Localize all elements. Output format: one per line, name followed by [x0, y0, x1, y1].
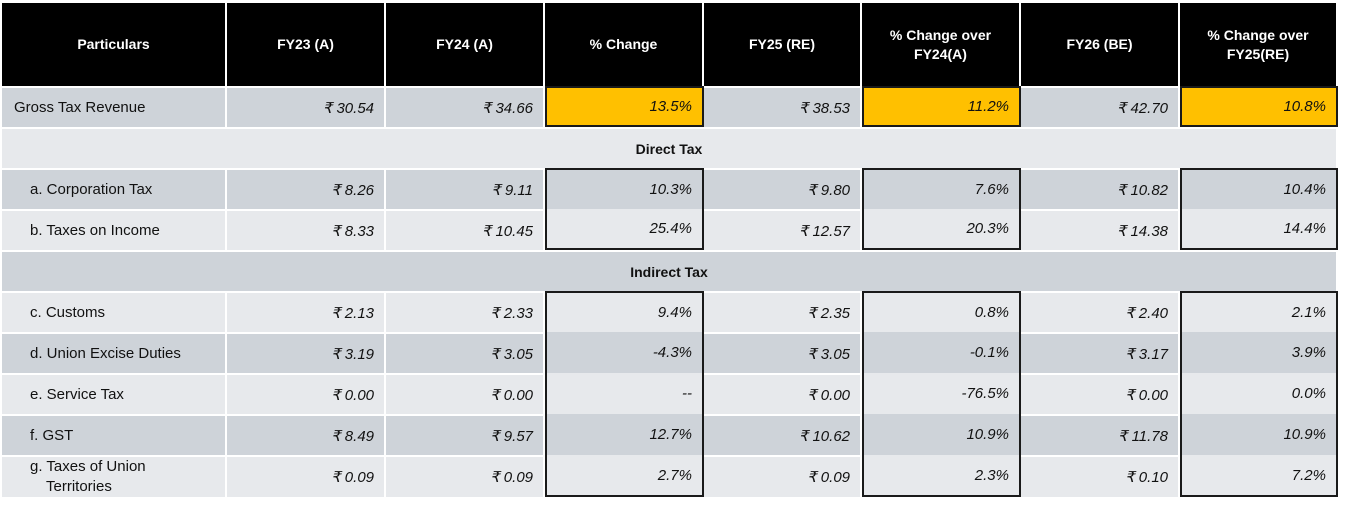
- cell-fy24: ₹ 9.57: [386, 414, 545, 455]
- cell-pct-change-fy24: -0.1%: [862, 332, 1021, 373]
- cell-fy26: ₹ 11.78: [1021, 414, 1180, 455]
- cell-pct-change-fy25: 2.1%: [1180, 291, 1338, 332]
- cell-pct-change-fy24: 0.8%: [862, 291, 1021, 332]
- header-pct-change-fy24: % Change over FY24(A): [862, 3, 1021, 86]
- cell-pct-change: 12.7%: [545, 414, 704, 455]
- row-label: f. GST: [2, 414, 227, 455]
- cell-fy26: ₹ 0.00: [1021, 373, 1180, 414]
- cell-pct-change: 9.4%: [545, 291, 704, 332]
- table-row: g. Taxes of Union Territories ₹ 0.09 ₹ 0…: [2, 455, 1338, 497]
- cell-pct-change-fy24: 20.3%: [862, 209, 1021, 250]
- cell-pct-change: 25.4%: [545, 209, 704, 250]
- cell-fy25: ₹ 38.53: [704, 86, 862, 127]
- table-row: e. Service Tax ₹ 0.00 ₹ 0.00 -- ₹ 0.00 -…: [2, 373, 1338, 414]
- cell-fy25: ₹ 0.09: [704, 455, 862, 497]
- header-fy26: FY26 (BE): [1021, 3, 1180, 86]
- cell-fy24: ₹ 2.33: [386, 291, 545, 332]
- header-row: Particulars FY23 (A) FY24 (A) % Change F…: [2, 3, 1338, 86]
- cell-pct-change-fy25: 0.0%: [1180, 373, 1338, 414]
- header-particulars: Particulars: [2, 3, 227, 86]
- tax-revenue-table: Particulars FY23 (A) FY24 (A) % Change F…: [2, 3, 1338, 497]
- cell-pct-change-fy25: 14.4%: [1180, 209, 1338, 250]
- section-title: Indirect Tax: [2, 250, 1338, 291]
- header-fy25: FY25 (RE): [704, 3, 862, 86]
- cell-fy23: ₹ 2.13: [227, 291, 386, 332]
- row-label: c. Customs: [2, 291, 227, 332]
- table-row-gross: Gross Tax Revenue ₹ 30.54 ₹ 34.66 13.5% …: [2, 86, 1338, 127]
- table-row: c. Customs ₹ 2.13 ₹ 2.33 9.4% ₹ 2.35 0.8…: [2, 291, 1338, 332]
- cell-pct-change-fy25: 7.2%: [1180, 455, 1338, 497]
- cell-pct-change-fy25: 10.4%: [1180, 168, 1338, 209]
- cell-fy25: ₹ 2.35: [704, 291, 862, 332]
- row-label: b. Taxes on Income: [2, 209, 227, 250]
- cell-fy24: ₹ 0.00: [386, 373, 545, 414]
- cell-fy23: ₹ 0.00: [227, 373, 386, 414]
- section-title: Direct Tax: [2, 127, 1338, 168]
- cell-pct-change: 2.7%: [545, 455, 704, 497]
- row-label: d. Union Excise Duties: [2, 332, 227, 373]
- cell-fy26: ₹ 0.10: [1021, 455, 1180, 497]
- cell-fy23: ₹ 8.26: [227, 168, 386, 209]
- cell-pct-change-fy25: 3.9%: [1180, 332, 1338, 373]
- cell-fy25: ₹ 12.57: [704, 209, 862, 250]
- cell-fy24: ₹ 10.45: [386, 209, 545, 250]
- cell-pct-change: 10.3%: [545, 168, 704, 209]
- row-label-line1: g. Taxes of Union: [30, 458, 146, 475]
- row-label: Gross Tax Revenue: [2, 86, 227, 127]
- cell-fy23: ₹ 8.49: [227, 414, 386, 455]
- section-row-indirect: Indirect Tax: [2, 250, 1338, 291]
- cell-fy26: ₹ 3.17: [1021, 332, 1180, 373]
- cell-fy23: ₹ 8.33: [227, 209, 386, 250]
- cell-fy25: ₹ 0.00: [704, 373, 862, 414]
- cell-pct-change-fy24: 10.9%: [862, 414, 1021, 455]
- cell-fy26: ₹ 42.70: [1021, 86, 1180, 127]
- cell-fy24: ₹ 3.05: [386, 332, 545, 373]
- cell-fy24: ₹ 34.66: [386, 86, 545, 127]
- cell-fy25: ₹ 3.05: [704, 332, 862, 373]
- header-pct-change: % Change: [545, 3, 704, 86]
- section-row-direct: Direct Tax: [2, 127, 1338, 168]
- cell-pct-change: 13.5%: [545, 86, 704, 127]
- cell-fy23: ₹ 0.09: [227, 455, 386, 497]
- cell-fy26: ₹ 2.40: [1021, 291, 1180, 332]
- table-row: a. Corporation Tax ₹ 8.26 ₹ 9.11 10.3% ₹…: [2, 168, 1338, 209]
- cell-fy25: ₹ 9.80: [704, 168, 862, 209]
- cell-pct-change: --: [545, 373, 704, 414]
- cell-pct-change-fy25: 10.8%: [1180, 86, 1338, 127]
- cell-fy25: ₹ 10.62: [704, 414, 862, 455]
- table-row: d. Union Excise Duties ₹ 3.19 ₹ 3.05 -4.…: [2, 332, 1338, 373]
- header-fy24: FY24 (A): [386, 3, 545, 86]
- row-label: g. Taxes of Union Territories: [2, 455, 227, 497]
- cell-fy24: ₹ 0.09: [386, 455, 545, 497]
- cell-pct-change-fy24: 2.3%: [862, 455, 1021, 497]
- table-row: f. GST ₹ 8.49 ₹ 9.57 12.7% ₹ 10.62 10.9%…: [2, 414, 1338, 455]
- table-row: b. Taxes on Income ₹ 8.33 ₹ 10.45 25.4% …: [2, 209, 1338, 250]
- cell-pct-change-fy24: -76.5%: [862, 373, 1021, 414]
- row-label: a. Corporation Tax: [2, 168, 227, 209]
- cell-fy26: ₹ 14.38: [1021, 209, 1180, 250]
- cell-fy23: ₹ 3.19: [227, 332, 386, 373]
- cell-fy26: ₹ 10.82: [1021, 168, 1180, 209]
- row-label-line2: Territories: [46, 478, 112, 495]
- cell-fy23: ₹ 30.54: [227, 86, 386, 127]
- cell-fy24: ₹ 9.11: [386, 168, 545, 209]
- header-fy23: FY23 (A): [227, 3, 386, 86]
- row-label: e. Service Tax: [2, 373, 227, 414]
- cell-pct-change-fy24: 7.6%: [862, 168, 1021, 209]
- cell-pct-change-fy25: 10.9%: [1180, 414, 1338, 455]
- header-pct-change-fy25: % Change over FY25(RE): [1180, 3, 1338, 86]
- cell-pct-change: -4.3%: [545, 332, 704, 373]
- cell-pct-change-fy24: 11.2%: [862, 86, 1021, 127]
